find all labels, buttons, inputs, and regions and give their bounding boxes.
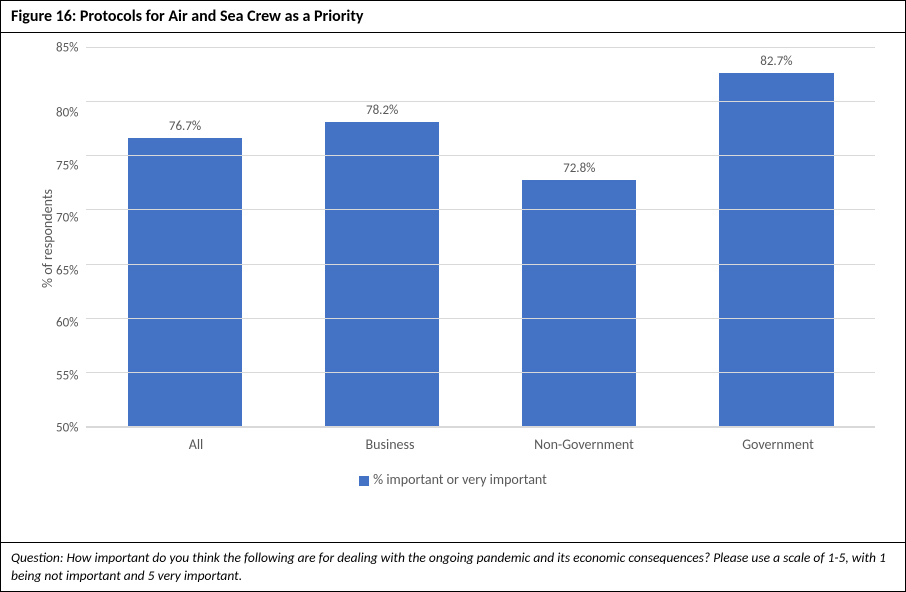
bar bbox=[128, 138, 242, 427]
gridline bbox=[86, 426, 875, 427]
bar-group: 78.2% bbox=[284, 48, 481, 427]
bar-value-label: 82.7% bbox=[760, 54, 792, 69]
y-tick: 85% bbox=[56, 42, 78, 55]
plot-region: 76.7% 78.2% 72.8% 82.7% bbox=[86, 48, 875, 428]
y-tick: 65% bbox=[56, 264, 78, 277]
bar bbox=[325, 122, 439, 427]
bar bbox=[719, 73, 833, 427]
bar-value-label: 76.7% bbox=[169, 119, 201, 134]
legend-swatch bbox=[359, 476, 369, 486]
bar-group: 76.7% bbox=[86, 48, 283, 427]
legend-label: % important or very important bbox=[373, 471, 547, 488]
y-tick: 70% bbox=[56, 212, 78, 225]
figure-title: Figure 16: Protocols for Air and Sea Cre… bbox=[1, 1, 905, 33]
figure-footnote: Question: How important do you think the… bbox=[1, 542, 905, 591]
gridline bbox=[86, 372, 875, 373]
x-tick: Government bbox=[681, 436, 875, 453]
legend: % important or very important bbox=[31, 453, 875, 488]
x-tick: Business bbox=[293, 436, 487, 453]
y-tick: 55% bbox=[56, 369, 78, 382]
bar-group: 82.7% bbox=[678, 48, 875, 427]
gridline bbox=[86, 264, 875, 265]
bar-group: 72.8% bbox=[481, 48, 678, 427]
plot-wrapper: % of respondents 85% 80% 75% 70% 65% 60%… bbox=[31, 48, 875, 428]
bars-layer: 76.7% 78.2% 72.8% 82.7% bbox=[86, 48, 875, 427]
y-tick: 75% bbox=[56, 159, 78, 172]
figure-container: Figure 16: Protocols for Air and Sea Cre… bbox=[0, 0, 906, 592]
gridline bbox=[86, 318, 875, 319]
gridline bbox=[86, 155, 875, 156]
x-tick: Non-Government bbox=[487, 436, 681, 453]
gridline bbox=[86, 209, 875, 210]
x-axis-ticks: All Business Non-Government Government bbox=[99, 428, 875, 453]
y-tick: 80% bbox=[56, 107, 78, 120]
y-tick: 60% bbox=[56, 317, 78, 330]
y-axis-label: % of respondents bbox=[31, 189, 56, 288]
chart-area: % of respondents 85% 80% 75% 70% 65% 60%… bbox=[1, 33, 905, 542]
bar-value-label: 78.2% bbox=[366, 103, 398, 118]
gridline bbox=[86, 47, 875, 48]
y-tick: 50% bbox=[56, 421, 78, 434]
gridline bbox=[86, 101, 875, 102]
bar bbox=[522, 180, 636, 427]
bar-value-label: 72.8% bbox=[563, 161, 595, 176]
y-axis-ticks: 85% 80% 75% 70% 65% 60% 55% 50% bbox=[56, 48, 86, 428]
x-tick: All bbox=[99, 436, 293, 453]
